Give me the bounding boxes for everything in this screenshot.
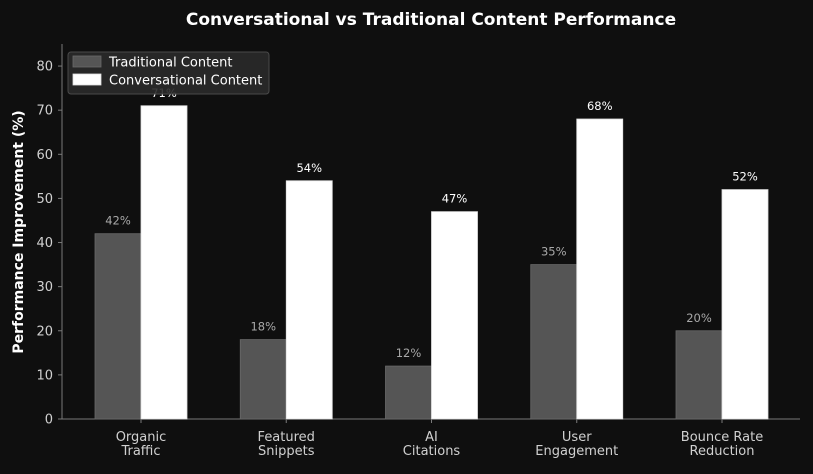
data-label-traditional: 35% <box>541 245 567 259</box>
y-tick-label: 30 <box>36 280 53 295</box>
bar-conversational <box>140 105 188 420</box>
y-tick-label: 80 <box>36 60 53 75</box>
x-category-labels: Organic Traffic Featured Snippets AI Citation… <box>116 419 763 459</box>
legend-box <box>67 51 270 95</box>
bar-traditional <box>385 365 432 420</box>
y-tick-label: 70 <box>36 104 53 119</box>
legend-label-conversational: Conversational Content <box>109 74 262 89</box>
x-category-label: User Engagement <box>535 430 618 459</box>
bars <box>94 105 769 420</box>
data-labels: 42%71%18%54%12%47%35%68%20%52% <box>105 86 758 360</box>
legend-label-traditional: Traditional Content <box>108 56 233 71</box>
legend-swatch-traditional <box>72 55 102 68</box>
data-label-traditional: 18% <box>250 320 276 334</box>
x-category-label-line: Reduction <box>690 444 755 459</box>
bar-traditional <box>94 233 142 420</box>
data-label-traditional: 42% <box>105 214 131 228</box>
x-category-label-line: Engagement <box>535 444 618 459</box>
x-category-label-line: Traffic <box>120 444 160 459</box>
x-category-label: Featured Snippets <box>258 430 315 459</box>
y-tick-label: 20 <box>36 324 53 339</box>
y-tick-label: 10 <box>36 368 53 383</box>
legend: Traditional Content Conversational Conten… <box>67 51 270 95</box>
legend-swatch-conversational <box>72 73 102 86</box>
bar-conversational <box>431 211 478 420</box>
chart-title: Conversational vs Traditional Content Pe… <box>186 10 676 30</box>
data-label-conversational: 68% <box>587 99 613 113</box>
y-axis-label: Performance Improvement (%) <box>11 110 27 353</box>
bar-traditional <box>675 330 723 420</box>
x-category-label-line: Featured <box>258 430 315 445</box>
x-category-label: Organic Traffic <box>116 430 167 459</box>
x-category-label: Bounce Rate Reduction <box>681 430 763 459</box>
x-category-label-line: AI <box>425 430 438 445</box>
bar-traditional <box>530 264 578 420</box>
x-category-label: AI Citations <box>403 430 461 459</box>
x-category-label-line: Bounce Rate <box>681 430 763 445</box>
x-category-label-line: User <box>562 430 592 445</box>
bar-conversational <box>721 189 769 420</box>
bar-conversational <box>285 180 333 420</box>
data-label-conversational: 47% <box>442 192 468 206</box>
x-category-label-line: Citations <box>403 444 461 459</box>
bar-conversational <box>576 118 624 420</box>
data-label-conversational: 52% <box>732 170 758 184</box>
data-label-conversational: 54% <box>296 161 322 175</box>
y-tick-label: 50 <box>36 192 53 207</box>
data-label-traditional: 12% <box>396 346 422 360</box>
data-label-traditional: 20% <box>686 311 712 325</box>
x-category-label-line: Organic <box>116 430 167 445</box>
y-tick-label: 0 <box>45 413 53 428</box>
bar-traditional <box>239 339 287 420</box>
x-category-label-line: Snippets <box>258 444 315 459</box>
y-tick-label: 40 <box>36 236 53 251</box>
y-ticks: 0 10 20 30 40 50 60 70 80 <box>36 60 62 428</box>
y-tick-label: 60 <box>36 148 53 163</box>
